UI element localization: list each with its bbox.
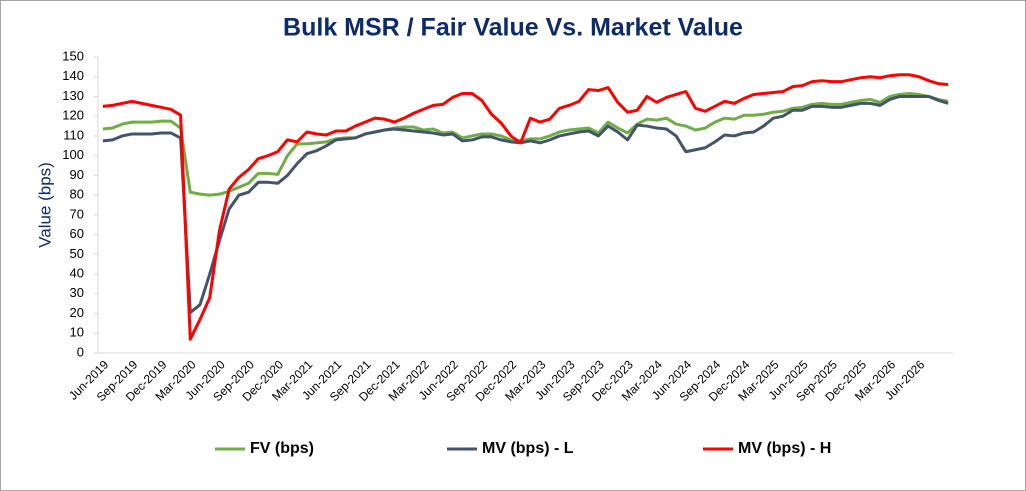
y-tick-label: 70 xyxy=(70,206,84,221)
series-line xyxy=(102,73,949,341)
y-tick-label: 40 xyxy=(70,266,84,281)
y-tick-label: 100 xyxy=(62,147,84,162)
y-tick-label: 20 xyxy=(70,305,84,320)
legend-label: MV (bps) - L xyxy=(482,440,574,457)
legend-label: FV (bps) xyxy=(250,440,314,457)
y-axis-label: Value (bps) xyxy=(35,162,54,248)
legend-label: MV (bps) - H xyxy=(738,440,831,457)
y-tick-label: 90 xyxy=(70,167,84,182)
y-tick-label: 10 xyxy=(70,325,84,340)
y-tick-label: 60 xyxy=(70,226,84,241)
y-tick-label: 120 xyxy=(62,108,84,123)
y-tick-label: 110 xyxy=(63,127,84,142)
y-tick-label: 150 xyxy=(62,48,84,63)
y-tick-label: 80 xyxy=(70,187,84,202)
y-tick-label: 0 xyxy=(77,344,84,359)
chart-title: Bulk MSR / Fair Value Vs. Market Value xyxy=(283,14,743,42)
y-tick-label: 130 xyxy=(62,88,84,103)
y-tick-label: 30 xyxy=(70,285,84,300)
y-tick-label: 140 xyxy=(62,68,84,83)
series-line xyxy=(102,92,949,197)
series-line xyxy=(102,94,949,315)
y-tick-label: 50 xyxy=(70,246,84,261)
